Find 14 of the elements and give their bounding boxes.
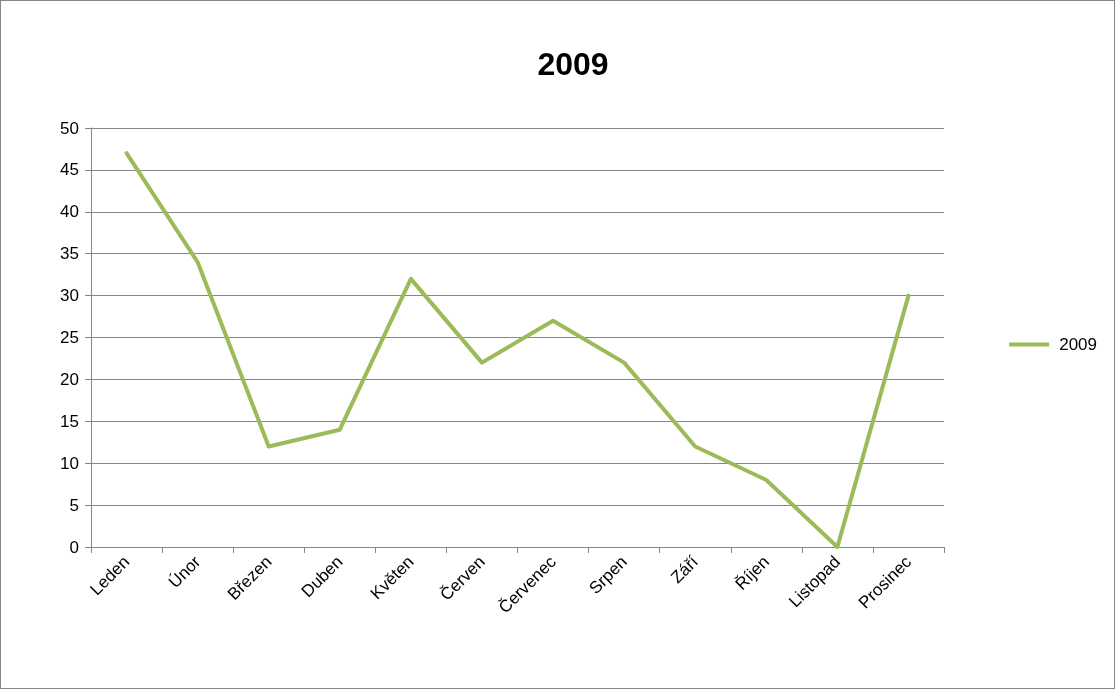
y-tick-label: 50 bbox=[60, 118, 79, 138]
y-tick-label: 25 bbox=[60, 328, 79, 347]
y-tick-label: 45 bbox=[60, 160, 79, 180]
y-tick-label: 40 bbox=[60, 202, 79, 222]
y-tick-label: 35 bbox=[60, 244, 79, 264]
chart-title: 2009 bbox=[537, 46, 609, 82]
y-tick-label: 10 bbox=[60, 453, 79, 473]
line-series bbox=[124, 151, 911, 549]
y-tick-label: 20 bbox=[60, 369, 79, 389]
y-tick-label: 15 bbox=[60, 411, 79, 431]
y-tick-label: 30 bbox=[60, 286, 79, 306]
y-tick-label: 0 bbox=[69, 537, 79, 557]
legend-label: 2009 bbox=[1059, 335, 1098, 354]
y-tick-label: 5 bbox=[69, 495, 79, 515]
